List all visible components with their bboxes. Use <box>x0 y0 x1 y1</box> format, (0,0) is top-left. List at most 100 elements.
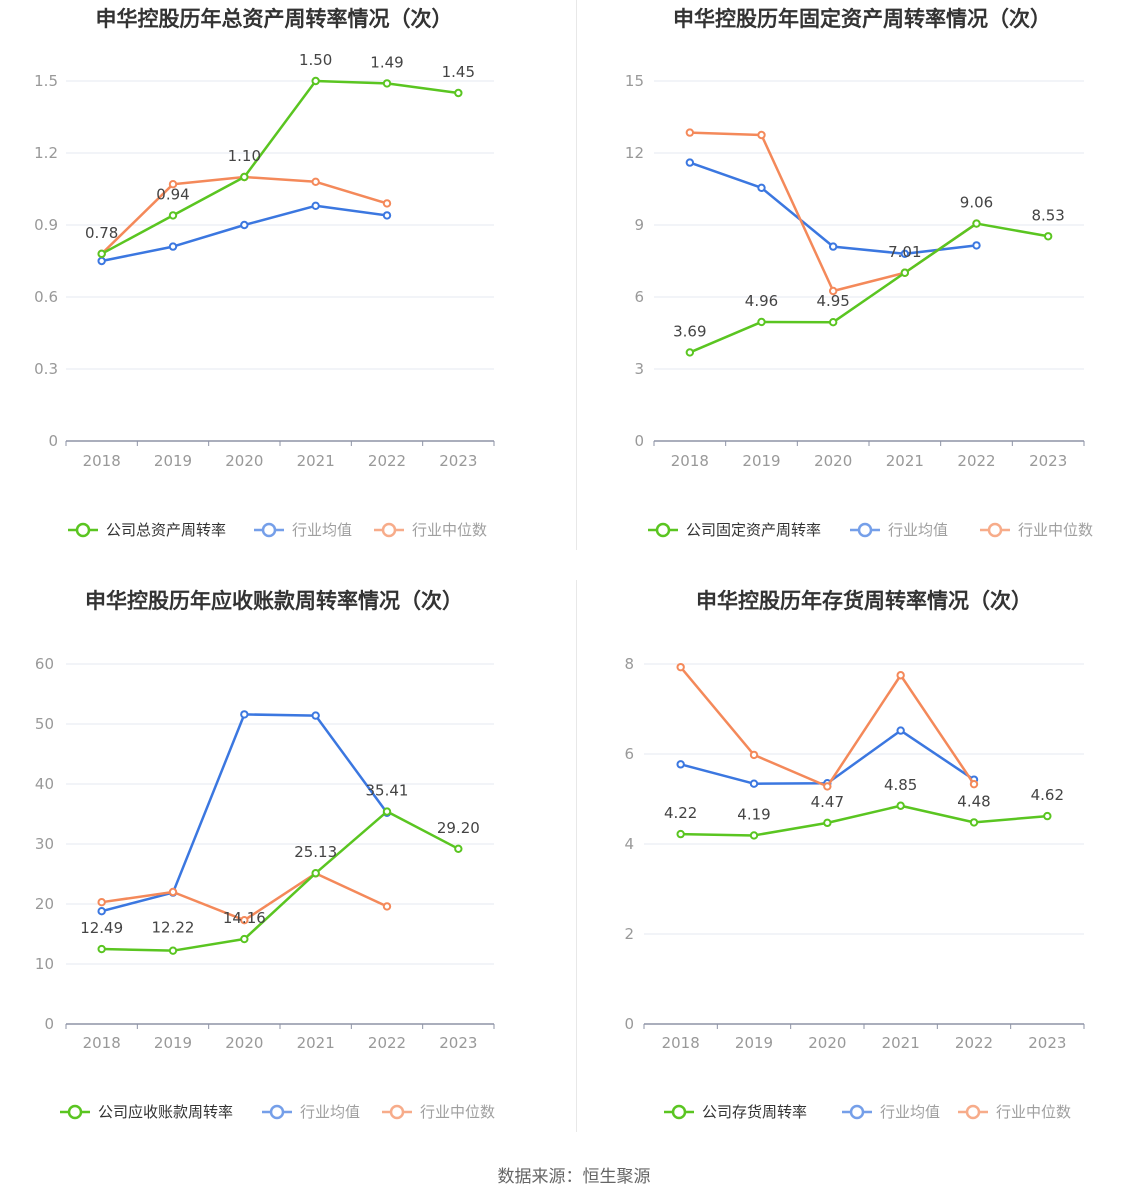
data-source-note: 数据来源：恒生聚源 <box>497 1167 651 1187</box>
y-tick-label: 0.6 <box>34 288 58 306</box>
data-point-company <box>823 818 832 828</box>
legend-item-avg[interactable]: 行业均值 <box>262 1103 360 1121</box>
legend-item-median[interactable]: 行业中位数 <box>958 1103 1071 1121</box>
data-label: 12.22 <box>152 919 195 937</box>
data-point-company <box>311 869 320 878</box>
x-tick-label: 2019 <box>154 452 192 470</box>
x-tick-label: 2023 <box>1029 452 1067 470</box>
chart-inventory-turnover: 申华控股历年存货周转率情况（次） 0 2 4 6 8 2018 2019 2020 2021 202… <box>624 589 1085 1121</box>
data-label: 9.06 <box>960 194 993 212</box>
legend-circle-icon <box>389 1104 405 1120</box>
legend-label: 行业中位数 <box>996 1103 1071 1121</box>
legend-item-median[interactable]: 行业中位数 <box>980 521 1093 539</box>
legend-circle-icon <box>381 522 397 538</box>
legend-item-company[interactable]: 公司应收账款周转率 <box>60 1103 233 1121</box>
x-tick-label: 2023 <box>439 452 477 470</box>
y-tick-label: 15 <box>625 72 644 90</box>
data-label: 3.69 <box>673 322 706 340</box>
legend-item-company[interactable]: 公司存货周转率 <box>664 1103 807 1121</box>
data-point-avg <box>311 711 320 720</box>
series-line-median <box>679 666 976 788</box>
data-point-company <box>972 219 981 228</box>
data-label: 8.53 <box>1031 206 1064 224</box>
x-tick-label: 2021 <box>297 452 335 470</box>
legend-item-median[interactable]: 行业中位数 <box>382 1103 495 1121</box>
data-point-company <box>382 807 392 816</box>
legend-label: 行业均值 <box>292 521 352 539</box>
y-tick-label: 50 <box>35 715 54 733</box>
chart-title: 申华控股历年存货周转率情况（次） <box>696 589 1032 613</box>
y-tick-label: 1.5 <box>34 72 58 90</box>
data-point-company <box>454 88 463 98</box>
data-point-avg <box>749 779 759 788</box>
data-point-avg <box>97 256 106 266</box>
data-point-median <box>311 177 320 187</box>
x-tick-label: 2019 <box>735 1034 773 1052</box>
data-label: 4.95 <box>816 292 849 310</box>
x-tick-label: 2021 <box>882 1034 920 1052</box>
data-label: 7.01 <box>888 243 921 261</box>
x-tick-label: 2023 <box>1028 1034 1066 1052</box>
legend-circle-icon <box>987 522 1003 538</box>
legend-item-median[interactable]: 行业中位数 <box>374 521 487 539</box>
legend-label: 公司固定资产周转率 <box>686 521 821 539</box>
legend-circle-icon <box>655 522 671 538</box>
chart-fixed-asset-turnover: 申华控股历年固定资产周转率情况（次） 0 3 6 9 12 15 2018 2019 2020 20… <box>625 7 1093 539</box>
y-tick-label: 20 <box>35 895 54 913</box>
data-point-company <box>240 934 249 944</box>
chart-title: 申华控股历年应收账款周转率情况（次） <box>85 589 463 613</box>
x-tick-label: 2020 <box>808 1034 846 1052</box>
legend-label: 行业中位数 <box>412 521 487 539</box>
data-label: 4.19 <box>737 805 770 823</box>
legend-label: 公司应收账款周转率 <box>98 1103 233 1121</box>
data-label: 1.45 <box>442 63 475 81</box>
data-label: 4.85 <box>884 776 917 794</box>
chart-title: 申华控股历年固定资产周转率情况（次） <box>673 7 1051 31</box>
y-tick-label: 40 <box>35 775 54 793</box>
data-label: 1.10 <box>228 147 261 165</box>
data-point-company <box>749 831 759 840</box>
data-label: 29.20 <box>437 819 480 837</box>
data-label: 4.22 <box>664 804 697 822</box>
chart-title: 申华控股历年总资产周转率情况（次） <box>96 7 453 31</box>
y-tick-label: 0 <box>48 432 58 450</box>
x-tick-label: 2023 <box>439 1034 477 1052</box>
x-tick-label: 2020 <box>225 1034 263 1052</box>
x-tick-label: 2018 <box>83 1034 121 1052</box>
data-point-company <box>1043 232 1053 241</box>
legend-item-company[interactable]: 公司总资产周转率 <box>68 521 226 539</box>
y-tick-label: 6 <box>624 745 634 763</box>
series-line-avg <box>101 204 388 263</box>
y-tick-label: 2 <box>624 925 634 943</box>
data-point-median <box>757 130 766 140</box>
vertical-divider-bottom <box>576 580 577 1132</box>
data-point-company <box>240 172 249 182</box>
legend-circle-icon <box>965 1104 981 1120</box>
legend-item-avg[interactable]: 行业均值 <box>254 521 352 539</box>
data-point-company <box>454 844 463 853</box>
vertical-divider-top <box>576 0 577 550</box>
series-line-company <box>689 222 1049 354</box>
legend-item-avg[interactable]: 行业均值 <box>850 521 948 539</box>
y-tick-label: 60 <box>35 655 54 673</box>
y-tick-label: 8 <box>624 655 634 673</box>
data-point-company <box>382 79 392 88</box>
y-tick-label: 30 <box>35 835 54 853</box>
data-point-company <box>969 818 979 827</box>
data-point-median <box>168 887 178 897</box>
y-tick-label: 9 <box>634 216 644 234</box>
y-tick-label: 0.9 <box>34 216 58 234</box>
legend-item-avg[interactable]: 行业均值 <box>842 1103 940 1121</box>
x-tick-label: 2021 <box>886 452 924 470</box>
legend-circle-icon <box>269 1104 285 1120</box>
legend-item-company[interactable]: 公司固定资产周转率 <box>648 521 821 539</box>
y-tick-label: 0 <box>44 1015 54 1033</box>
legend-label: 公司总资产周转率 <box>106 521 226 539</box>
x-tick-label: 2020 <box>814 452 852 470</box>
data-point-avg <box>168 242 178 251</box>
data-label: 4.62 <box>1031 786 1064 804</box>
data-point-company <box>97 249 106 259</box>
data-label: 4.96 <box>745 292 778 310</box>
series-line-company <box>101 810 459 952</box>
data-point-median <box>685 128 695 137</box>
